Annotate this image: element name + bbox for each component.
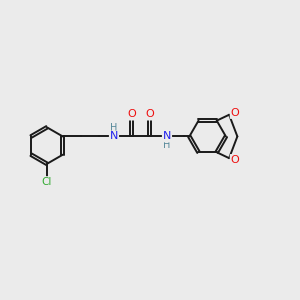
Text: Cl: Cl xyxy=(42,177,52,187)
Text: O: O xyxy=(127,110,136,119)
Text: N: N xyxy=(163,131,171,142)
Text: O: O xyxy=(231,108,239,118)
Text: H: H xyxy=(163,140,171,150)
Text: O: O xyxy=(145,110,154,119)
Text: N: N xyxy=(110,131,118,142)
Text: H: H xyxy=(110,123,118,133)
Text: O: O xyxy=(231,155,239,165)
